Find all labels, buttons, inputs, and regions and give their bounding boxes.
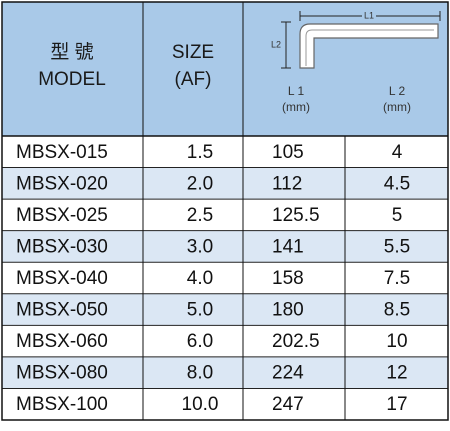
cell-size: 2.0 [187, 173, 213, 194]
header-l1: L 1 [288, 84, 305, 98]
cell-size: 10.0 [182, 394, 219, 415]
cell-l1: 125.5 [272, 205, 320, 226]
cell-l2: 5 [392, 205, 403, 226]
header-model-zh: 型 號 [50, 41, 93, 63]
cell-model: MBSX-040 [16, 268, 108, 289]
cell-l1: 247 [272, 394, 304, 415]
cell-model: MBSX-030 [16, 236, 108, 257]
cell-model: MBSX-025 [16, 205, 108, 226]
cell-l1: 180 [272, 300, 304, 321]
table-borders [1, 1, 449, 421]
cell-model: MBSX-050 [16, 300, 108, 321]
cell-size: 3.0 [187, 236, 213, 257]
row-bg [2, 325, 448, 357]
cell-l2: 8.5 [384, 300, 410, 321]
header-l2-unit: (mm) [383, 100, 411, 114]
cell-model: MBSX-020 [16, 173, 108, 194]
cell-l2: 7.5 [384, 268, 410, 289]
diagram-l2: L2 [271, 39, 281, 49]
cell-model: MBSX-015 [16, 142, 108, 163]
header-size: SIZE [172, 42, 214, 63]
cell-model: MBSX-060 [16, 331, 108, 352]
cell-l2: 17 [386, 394, 407, 415]
header-l1-unit: (mm) [282, 100, 310, 114]
diagram-l1: L1 [364, 10, 374, 20]
header-model-en: MODEL [38, 69, 106, 90]
cell-size: 5.0 [187, 300, 213, 321]
cell-size: 4.0 [187, 268, 213, 289]
cell-l1: 105 [272, 142, 304, 163]
cell-l1: 141 [272, 236, 304, 257]
header-size-unit: (AF) [175, 69, 212, 90]
cell-size: 2.5 [187, 205, 213, 226]
cell-l2: 4.5 [384, 173, 410, 194]
row-bg [2, 262, 448, 294]
cell-l2: 12 [386, 363, 407, 384]
header-l2: L 2 [389, 84, 406, 98]
cell-size: 1.5 [187, 142, 213, 163]
cell-l2: 5.5 [384, 236, 410, 257]
wrench-diagram [281, 10, 441, 69]
row-bg [2, 356, 448, 389]
row-bg [2, 136, 448, 168]
cell-l1: 112 [272, 173, 302, 194]
cell-model: MBSX-080 [16, 363, 108, 384]
row-bg [2, 199, 448, 231]
cell-l1: 202.5 [272, 331, 320, 352]
outer-border [1, 1, 449, 421]
cell-l2: 4 [392, 142, 403, 163]
cell-model: MBSX-100 [16, 394, 108, 415]
row-bg [2, 293, 448, 326]
cell-size: 8.0 [187, 363, 213, 384]
cell-size: 6.0 [187, 331, 213, 352]
cell-l2: 10 [386, 331, 407, 352]
row-bg [2, 230, 448, 263]
cell-l1: 158 [272, 268, 304, 289]
row-bg [2, 167, 448, 200]
cell-l1: 224 [272, 363, 304, 384]
row-bg [2, 388, 448, 420]
